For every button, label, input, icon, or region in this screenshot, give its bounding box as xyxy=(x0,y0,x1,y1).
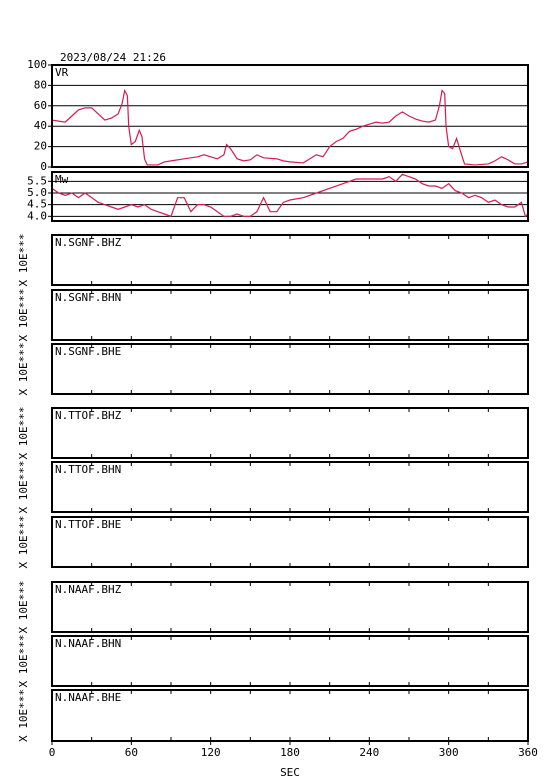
panel-label: N.NAAF.BHN xyxy=(55,637,121,650)
data-line xyxy=(51,173,529,218)
y-tick-label: 5.0 xyxy=(27,186,47,199)
panel-label: N.TTOF.BHN xyxy=(55,463,121,476)
panel-frame xyxy=(51,234,529,286)
y-axis-label: X 10E*** xyxy=(17,581,30,634)
x-axis-label: SEC xyxy=(280,766,300,779)
y-tick-label: 60 xyxy=(34,99,47,112)
panel-label: N.NAAF.BHE xyxy=(55,691,121,704)
y-tick-label: 4.0 xyxy=(27,209,47,222)
x-tick-label: 360 xyxy=(518,746,538,759)
y-axis-label: X 10E*** xyxy=(17,689,30,742)
panel-frame xyxy=(51,289,529,341)
y-axis-label: X 10E*** xyxy=(17,289,30,342)
panel-label: N.TTOF.BHE xyxy=(55,518,121,531)
panel-label: VR xyxy=(55,66,69,79)
panel-label: N.TTOF.BHZ xyxy=(55,409,122,422)
y-tick-label: 100 xyxy=(27,58,47,71)
chart-title: 2023/08/24 21:26 xyxy=(60,51,166,64)
y-axis-label: X 10E*** xyxy=(17,234,30,287)
panel-frame xyxy=(51,461,529,513)
panel-label: N.SGNF.BHE xyxy=(55,345,121,358)
y-axis-label: X 10E*** xyxy=(17,461,30,514)
panel-label: N.SGNF.BHZ xyxy=(55,236,122,249)
y-axis-label: X 10E*** xyxy=(17,407,30,460)
panel-frame xyxy=(51,171,529,222)
x-tick-label: 120 xyxy=(201,746,221,759)
panel-frame xyxy=(51,581,529,633)
y-tick-label: 4.5 xyxy=(27,198,47,211)
panel-frame xyxy=(51,635,529,687)
panel-frame xyxy=(51,516,529,568)
panel-label: N.SGNF.BHN xyxy=(55,291,121,304)
x-tick-label: 60 xyxy=(125,746,138,759)
x-tick-label: 0 xyxy=(49,746,56,759)
y-axis-label: X 10E*** xyxy=(17,635,30,688)
y-tick-label: 20 xyxy=(34,140,47,153)
x-tick-label: 300 xyxy=(439,746,459,759)
panel-frame xyxy=(51,407,529,459)
y-tick-label: 0 xyxy=(40,160,47,173)
panel-frame xyxy=(51,64,529,168)
y-axis-label: X 10E*** xyxy=(17,343,30,396)
x-tick-label: 180 xyxy=(280,746,300,759)
y-axis-label: X 10E*** xyxy=(17,516,30,569)
data-line xyxy=(51,88,529,166)
panel-label: Mw xyxy=(55,173,69,186)
x-tick-label: 240 xyxy=(359,746,379,759)
y-tick-label: 5.5 xyxy=(27,174,47,187)
panel-label: N.NAAF.BHZ xyxy=(55,583,122,596)
y-tick-label: 40 xyxy=(34,119,47,132)
panel-frame xyxy=(51,343,529,395)
y-tick-label: 80 xyxy=(34,78,47,91)
